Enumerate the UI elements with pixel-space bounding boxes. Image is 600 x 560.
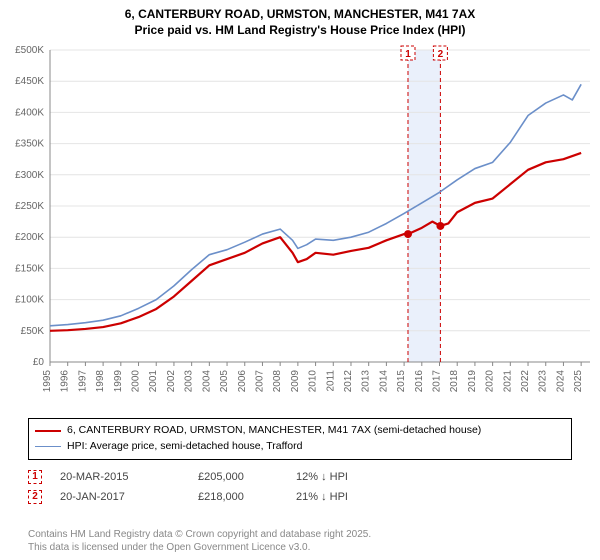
footer-line-2: This data is licensed under the Open Gov… [28, 541, 371, 554]
price-chart: £0 £50K £100K £150K £200K £250K £300K £350K £400… [0, 42, 600, 412]
svg-text:1: 1 [405, 49, 411, 60]
legend-label-hpi: HPI: Average price, semi-detached house,… [67, 439, 302, 455]
svg-text:2000: 2000 [131, 370, 142, 393]
svg-text:£500K: £500K [15, 45, 44, 56]
svg-text:2012: 2012 [343, 370, 354, 393]
svg-text:2024: 2024 [555, 370, 566, 393]
svg-text:2017: 2017 [432, 370, 443, 393]
sale-diff-1: 12% ↓ HPI [296, 471, 396, 483]
svg-text:1996: 1996 [60, 370, 71, 393]
legend-row-price-paid: 6, CANTERBURY ROAD, URMSTON, MANCHESTER,… [35, 423, 565, 439]
svg-text:2015: 2015 [396, 370, 407, 393]
sale-row-1: 1 20-MAR-2015 £205,000 12% ↓ HPI [28, 470, 572, 484]
svg-text:£200K: £200K [15, 232, 44, 243]
sale-price-1: £205,000 [198, 471, 278, 483]
svg-text:2009: 2009 [290, 370, 301, 393]
svg-text:2020: 2020 [485, 370, 496, 393]
svg-text:2019: 2019 [467, 370, 478, 393]
svg-text:1998: 1998 [95, 370, 106, 393]
footer: Contains HM Land Registry data © Crown c… [28, 528, 371, 554]
svg-text:2004: 2004 [201, 370, 212, 393]
svg-text:2007: 2007 [254, 370, 265, 393]
chart-title: 6, CANTERBURY ROAD, URMSTON, MANCHESTER,… [0, 0, 600, 38]
svg-text:£250K: £250K [15, 201, 44, 212]
svg-text:2013: 2013 [361, 370, 372, 393]
svg-text:2022: 2022 [520, 370, 531, 393]
svg-text:2010: 2010 [308, 370, 319, 393]
svg-text:£100K: £100K [15, 295, 44, 306]
sale-marker-2: 2 [28, 490, 42, 504]
svg-text:2016: 2016 [414, 370, 425, 393]
legend-row-hpi: HPI: Average price, semi-detached house,… [35, 439, 565, 455]
legend-swatch-hpi [35, 446, 61, 447]
sale-diff-2: 21% ↓ HPI [296, 491, 396, 503]
sale-date-2: 20-JAN-2017 [60, 491, 180, 503]
svg-text:2018: 2018 [449, 370, 460, 393]
svg-text:£350K: £350K [15, 139, 44, 150]
sale-date-1: 20-MAR-2015 [60, 471, 180, 483]
svg-text:2008: 2008 [272, 370, 283, 393]
legend-box: 6, CANTERBURY ROAD, URMSTON, MANCHESTER,… [28, 418, 572, 460]
svg-text:2006: 2006 [237, 370, 248, 393]
svg-text:2005: 2005 [219, 370, 230, 393]
sales-table: 1 20-MAR-2015 £205,000 12% ↓ HPI 2 20-JA… [28, 470, 572, 504]
svg-text:£400K: £400K [15, 107, 44, 118]
legend-label-price-paid: 6, CANTERBURY ROAD, URMSTON, MANCHESTER,… [67, 423, 481, 439]
svg-text:£300K: £300K [15, 170, 44, 181]
svg-text:2014: 2014 [378, 370, 389, 393]
title-line-1: 6, CANTERBURY ROAD, URMSTON, MANCHESTER,… [0, 6, 600, 22]
svg-text:2003: 2003 [184, 370, 195, 393]
svg-text:2021: 2021 [502, 370, 513, 393]
sale-price-2: £218,000 [198, 491, 278, 503]
sale-marker-1: 1 [28, 470, 42, 484]
svg-text:£50K: £50K [21, 326, 45, 337]
svg-text:2002: 2002 [166, 370, 177, 393]
svg-text:£450K: £450K [15, 76, 44, 87]
sale-row-2: 2 20-JAN-2017 £218,000 21% ↓ HPI [28, 490, 572, 504]
svg-text:2: 2 [438, 49, 444, 60]
legend-block: 6, CANTERBURY ROAD, URMSTON, MANCHESTER,… [28, 418, 572, 510]
svg-text:2025: 2025 [573, 370, 584, 393]
svg-text:1997: 1997 [77, 370, 88, 393]
chart-svg: £0 £50K £100K £150K £200K £250K £300K £350K £400… [0, 42, 600, 412]
svg-text:1995: 1995 [42, 370, 53, 393]
svg-text:2023: 2023 [538, 370, 549, 393]
svg-text:£150K: £150K [15, 263, 44, 274]
legend-swatch-price-paid [35, 430, 61, 432]
svg-text:1999: 1999 [113, 370, 124, 393]
svg-text:2001: 2001 [148, 370, 159, 393]
footer-line-1: Contains HM Land Registry data © Crown c… [28, 528, 371, 541]
title-line-2: Price paid vs. HM Land Registry's House … [0, 22, 600, 38]
svg-text:2011: 2011 [325, 370, 336, 392]
svg-text:£0: £0 [33, 357, 45, 368]
